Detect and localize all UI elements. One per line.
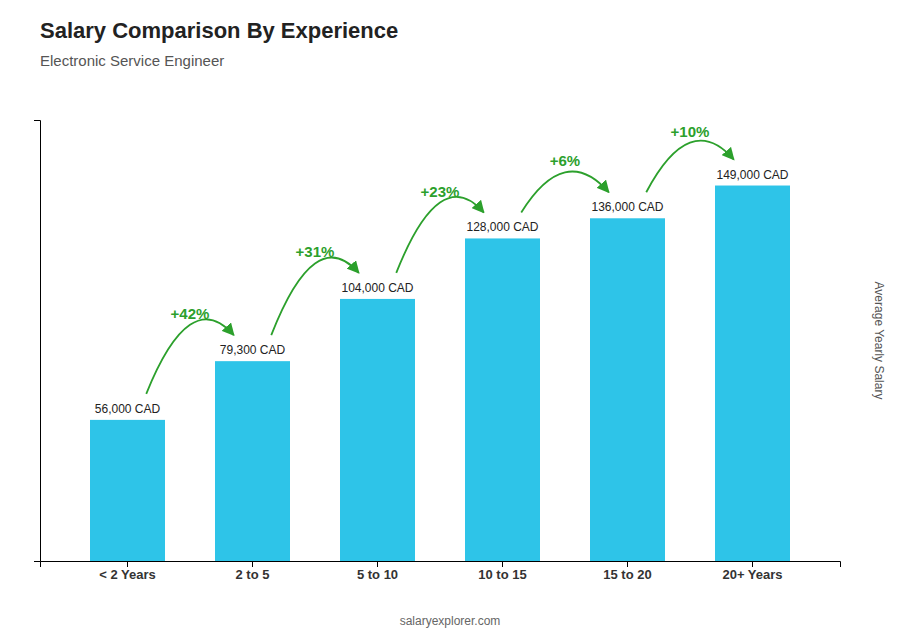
annotation-arrow: [271, 258, 359, 336]
tick-label: 15 to 20: [603, 567, 651, 582]
tick: 15 to 20: [603, 561, 651, 582]
data-labels: 56,000 CAD 79,300 CAD 104,000 CAD 128,000 C…: [95, 168, 789, 416]
tick-label: < 2 Years: [99, 567, 156, 582]
x-axis: < 2 Years 2 to 5 5 to 10 10 to 15 15 to 20 20…: [41, 561, 841, 582]
tick: < 2 Years: [99, 561, 156, 582]
tick-mark: [252, 561, 253, 567]
annotation: +6%: [550, 152, 580, 169]
chart-svg: Salary Comparison By Experience Electroni…: [0, 0, 900, 641]
annotation: +31%: [296, 243, 335, 260]
annotation-arrow: [396, 197, 484, 273]
tick-mark: [127, 561, 128, 567]
axis-title: Average Yearly Salary: [872, 282, 886, 400]
annotation: +23%: [421, 183, 460, 200]
tick-label: 2 to 5: [236, 567, 270, 582]
bar: [340, 299, 415, 561]
data-label: 104,000 CAD: [341, 281, 413, 295]
data-label: 149,000 CAD: [716, 168, 788, 182]
annotation: +10%: [671, 123, 710, 140]
tick-label: 5 to 10: [357, 567, 398, 582]
bar: [465, 238, 540, 561]
axis-line: [34, 121, 41, 562]
tick-mark: [627, 561, 628, 567]
axis-line: [41, 562, 841, 568]
data-label: 79,300 CAD: [220, 343, 286, 357]
annotations: +42% +31% +23% +6% +10%: [146, 123, 734, 394]
tick: 10 to 15: [478, 561, 526, 582]
annotation: +42%: [171, 305, 210, 322]
chart-container: Salary Comparison By Experience Electroni…: [0, 0, 900, 641]
annotation-arrow: [646, 141, 734, 193]
source: salaryexplorer.com: [400, 614, 501, 628]
tick-mark: [752, 561, 753, 567]
data-label: 128,000 CAD: [466, 220, 538, 234]
subtitle: Electronic Service Engineer: [40, 52, 224, 69]
annotation-arrow: [146, 319, 234, 393]
tick-mark: [502, 561, 503, 567]
tick: 20+ Years: [722, 561, 782, 582]
title: Salary Comparison By Experience: [40, 18, 398, 43]
bar: [715, 186, 790, 561]
tick: 2 to 5: [236, 561, 270, 582]
data-label: 136,000 CAD: [591, 200, 663, 214]
tick: 5 to 10: [357, 561, 398, 582]
bar: [90, 420, 165, 561]
bar: [590, 218, 665, 561]
tick-label: 10 to 15: [478, 567, 526, 582]
y-axis: [34, 121, 41, 562]
tick-mark: [377, 561, 378, 567]
bar: [215, 361, 290, 561]
annotation-arrow: [521, 171, 609, 212]
bars: [90, 186, 790, 561]
data-label: 56,000 CAD: [95, 402, 161, 416]
tick-label: 20+ Years: [722, 567, 782, 582]
